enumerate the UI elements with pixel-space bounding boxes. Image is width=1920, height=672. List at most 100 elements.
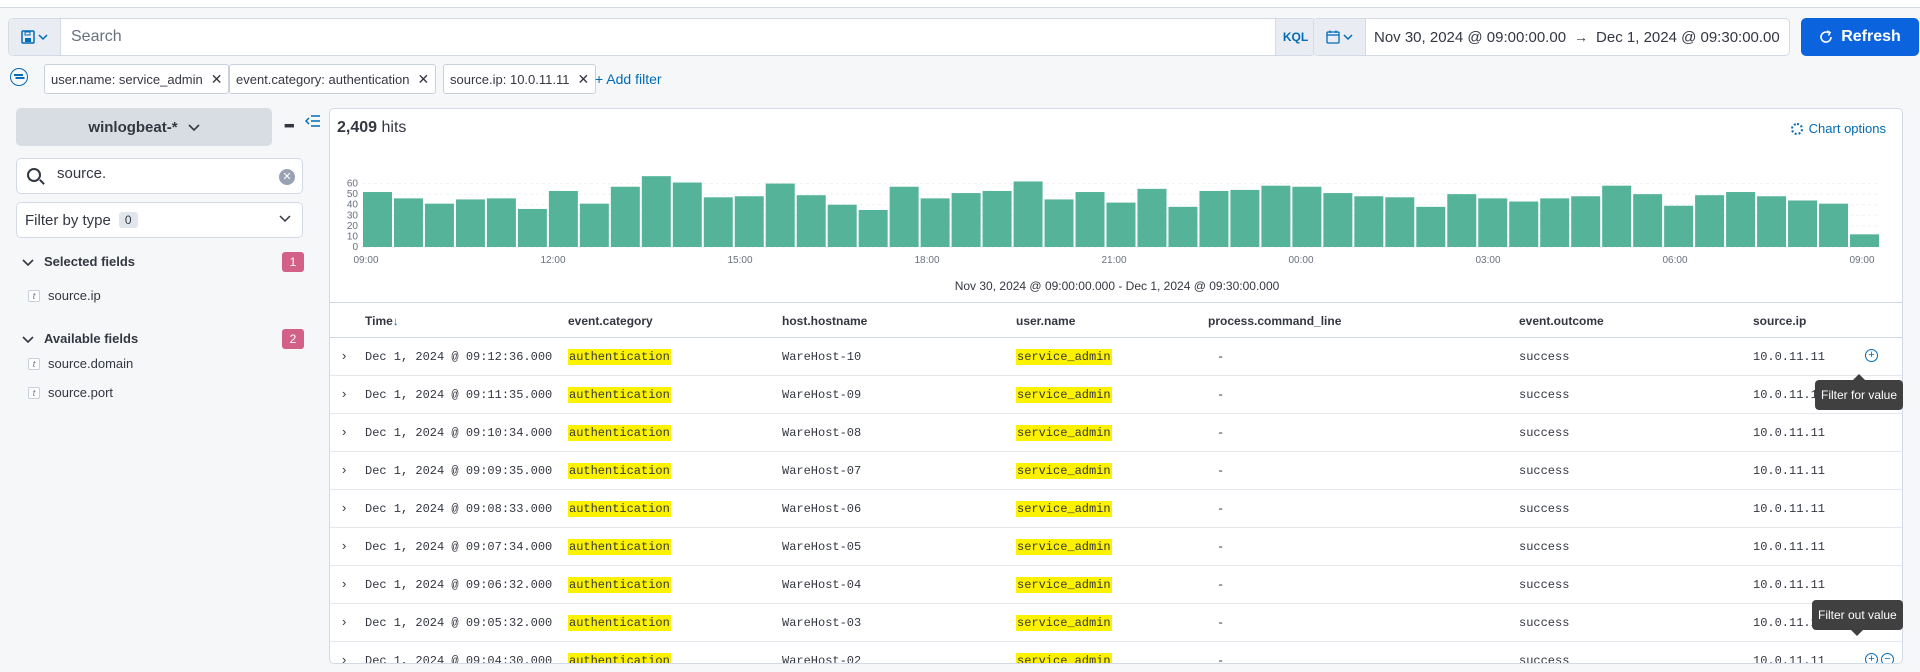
field-item-source-ip[interactable]: t source.ip bbox=[28, 288, 101, 303]
filter-out-value-icon[interactable]: − bbox=[1881, 653, 1894, 663]
quick-date-menu[interactable] bbox=[1314, 19, 1366, 55]
histogram-bar[interactable] bbox=[1571, 196, 1601, 247]
expand-row-icon[interactable]: › bbox=[342, 652, 347, 664]
saved-query-button[interactable] bbox=[9, 19, 61, 55]
histogram-bar[interactable] bbox=[734, 196, 764, 247]
date-end[interactable]: Dec 1, 2024 @ 09:30:00.00 bbox=[1596, 28, 1780, 46]
histogram-bar[interactable] bbox=[1168, 206, 1198, 247]
histogram-bar[interactable] bbox=[1230, 189, 1260, 247]
column-header-time[interactable]: Time↓ bbox=[365, 314, 399, 328]
histogram-bar[interactable] bbox=[1602, 185, 1632, 247]
column-header-user-name[interactable]: user.name bbox=[1016, 314, 1076, 328]
close-icon[interactable]: ✕ bbox=[577, 70, 590, 87]
kql-toggle[interactable]: KQL bbox=[1275, 19, 1315, 55]
histogram-bar[interactable] bbox=[1850, 234, 1879, 247]
collapse-sidebar-icon[interactable] bbox=[305, 114, 321, 128]
histogram-bar[interactable] bbox=[1292, 186, 1322, 247]
histogram-bar[interactable] bbox=[827, 204, 857, 247]
expand-row-icon[interactable]: › bbox=[342, 462, 347, 477]
histogram-bar[interactable] bbox=[1540, 198, 1570, 247]
histogram-bar[interactable] bbox=[982, 190, 1012, 247]
search-input[interactable] bbox=[61, 19, 1275, 55]
histogram-bar[interactable] bbox=[703, 197, 733, 247]
histogram-bar[interactable] bbox=[951, 193, 981, 247]
table-row[interactable]: › Dec 1, 2024 @ 09:11:35.000 authenticatio… bbox=[330, 376, 1902, 414]
table-row[interactable]: › Dec 1, 2024 @ 09:12:36.000 authenticatio… bbox=[330, 338, 1902, 376]
histogram-bar[interactable] bbox=[920, 198, 950, 247]
field-search-input[interactable] bbox=[57, 165, 277, 182]
histogram-bar[interactable] bbox=[858, 210, 888, 247]
table-row[interactable]: › Dec 1, 2024 @ 09:09:35.000 authenticatio… bbox=[330, 452, 1902, 490]
histogram-bar[interactable] bbox=[579, 203, 609, 247]
filter-pill[interactable]: event.category: authentication ✕ bbox=[229, 64, 437, 94]
clear-icon[interactable]: ✕ bbox=[279, 169, 295, 185]
histogram-bar[interactable] bbox=[1261, 185, 1291, 247]
histogram-bar[interactable] bbox=[641, 176, 671, 247]
field-item-source-domain[interactable]: t source.domain bbox=[28, 356, 133, 371]
histogram-bar[interactable] bbox=[1137, 188, 1167, 247]
histogram-bar[interactable] bbox=[1075, 192, 1105, 247]
histogram-bar[interactable] bbox=[517, 208, 547, 247]
table-row[interactable]: › Dec 1, 2024 @ 09:05:32.000 authenticatio… bbox=[330, 604, 1902, 642]
histogram-bar[interactable] bbox=[1664, 205, 1694, 247]
histogram-bar[interactable] bbox=[486, 198, 516, 247]
column-header-host-hostname[interactable]: host.hostname bbox=[782, 314, 868, 328]
table-row[interactable]: › Dec 1, 2024 @ 09:06:32.000 authenticatio… bbox=[330, 566, 1902, 604]
histogram-bar[interactable] bbox=[1819, 203, 1849, 247]
histogram-bar[interactable] bbox=[393, 198, 423, 247]
expand-row-icon[interactable]: › bbox=[342, 538, 347, 553]
column-header-event-outcome[interactable]: event.outcome bbox=[1519, 314, 1604, 328]
table-row[interactable]: › Dec 1, 2024 @ 09:10:34.000 authenticatio… bbox=[330, 414, 1902, 452]
expand-row-icon[interactable]: › bbox=[342, 386, 347, 401]
filter-pill[interactable]: user.name: service_admin ✕ bbox=[44, 64, 230, 94]
filter-options-icon[interactable] bbox=[10, 68, 28, 86]
histogram-bar[interactable] bbox=[1323, 193, 1353, 247]
column-header-process-command-line[interactable]: process.command_line bbox=[1208, 314, 1342, 328]
filter-for-value-icon[interactable]: + bbox=[1865, 653, 1878, 663]
histogram-bar[interactable] bbox=[1354, 196, 1384, 247]
filter-pill[interactable]: source.ip: 10.0.11.11 ✕ bbox=[443, 64, 597, 94]
histogram-bar[interactable] bbox=[1385, 197, 1415, 247]
table-row[interactable]: › Dec 1, 2024 @ 09:04:30.000 authenticatio… bbox=[330, 642, 1902, 664]
column-header-event-category[interactable]: event.category bbox=[568, 314, 653, 328]
filter-by-type-dropdown[interactable]: Filter by type 0 bbox=[16, 202, 303, 238]
histogram-bar[interactable] bbox=[672, 182, 702, 247]
chart-options-button[interactable]: Chart options bbox=[1790, 121, 1886, 136]
sort-down-icon[interactable]: ↓ bbox=[392, 314, 399, 328]
histogram-bar[interactable] bbox=[1416, 206, 1446, 247]
histogram-bar[interactable] bbox=[1695, 195, 1725, 247]
histogram-bar[interactable] bbox=[1757, 196, 1787, 247]
expand-row-icon[interactable]: › bbox=[342, 614, 347, 629]
histogram-bar[interactable] bbox=[1788, 200, 1818, 247]
histogram-bar[interactable] bbox=[455, 199, 485, 247]
selected-fields-toggle[interactable]: Selected fields 1 bbox=[22, 252, 304, 272]
column-header-source-ip[interactable]: source.ip bbox=[1753, 314, 1807, 328]
histogram-bar[interactable] bbox=[889, 186, 919, 247]
available-fields-toggle[interactable]: Available fields 2 bbox=[22, 329, 304, 349]
histogram-bar[interactable] bbox=[1447, 194, 1477, 247]
add-filter-button[interactable]: + Add filter bbox=[595, 71, 662, 87]
histogram-bar[interactable] bbox=[1106, 202, 1136, 247]
histogram-bar[interactable] bbox=[1044, 199, 1074, 247]
histogram-bar[interactable] bbox=[765, 183, 795, 247]
expand-row-icon[interactable]: › bbox=[342, 576, 347, 591]
field-item-source-port[interactable]: t source.port bbox=[28, 385, 113, 400]
close-icon[interactable]: ✕ bbox=[417, 70, 430, 87]
histogram-bar[interactable] bbox=[1726, 192, 1756, 247]
histogram-bar[interactable] bbox=[1013, 181, 1043, 247]
more-options-icon[interactable]: ▪▪▪ bbox=[284, 117, 295, 133]
histogram-bar[interactable] bbox=[1633, 194, 1663, 247]
expand-row-icon[interactable]: › bbox=[342, 500, 347, 515]
date-start[interactable]: Nov 30, 2024 @ 09:00:00.00 bbox=[1374, 28, 1567, 46]
close-icon[interactable]: ✕ bbox=[210, 70, 223, 87]
table-row[interactable]: › Dec 1, 2024 @ 09:07:34.000 authenticatio… bbox=[330, 528, 1902, 566]
index-pattern-selector[interactable]: winlogbeat-* bbox=[16, 108, 272, 146]
histogram-bar[interactable] bbox=[1509, 201, 1539, 247]
refresh-button[interactable]: Refresh bbox=[1801, 18, 1919, 56]
filter-for-value-icon[interactable]: + bbox=[1865, 349, 1878, 362]
histogram-bar[interactable] bbox=[1478, 198, 1508, 247]
expand-row-icon[interactable]: › bbox=[342, 424, 347, 439]
histogram-bar[interactable] bbox=[610, 186, 640, 247]
histogram-bar[interactable] bbox=[424, 203, 454, 247]
histogram-bar[interactable] bbox=[363, 192, 392, 247]
